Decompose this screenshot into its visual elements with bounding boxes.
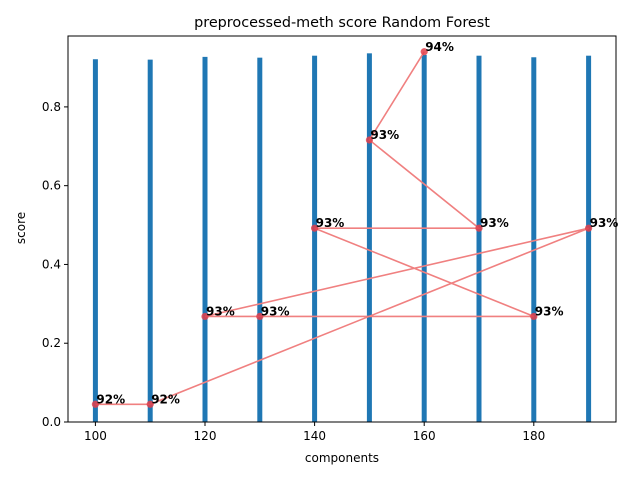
- bar: [366, 53, 372, 422]
- data-label: 93%: [480, 216, 509, 230]
- x-tick-label: 180: [522, 429, 545, 443]
- score-point: [201, 312, 209, 321]
- data-label: 93%: [370, 128, 399, 142]
- data-label: 93%: [316, 216, 345, 230]
- y-tick-label: 0.6: [42, 179, 61, 193]
- x-tick-label: 140: [303, 429, 326, 443]
- data-labels-layer: 92% 92% 93% 93% 93% 93% 93% 93% 93% 94%: [96, 40, 618, 407]
- x-tick-label: 100: [84, 429, 107, 443]
- y-tick-label: 0.4: [42, 257, 61, 271]
- data-label: 92%: [96, 392, 125, 406]
- data-label: 93%: [535, 304, 564, 318]
- data-label: 92%: [151, 392, 180, 406]
- bar: [586, 55, 592, 422]
- y-tick-label: 0.0: [42, 415, 61, 429]
- bar: [476, 55, 482, 422]
- score-point: [146, 400, 154, 408]
- bar: [92, 59, 98, 423]
- axes-layer: 100 120 140 160 180 0.0 0.2 0.4 0.6 0.8: [42, 35, 617, 443]
- bar: [147, 59, 153, 422]
- data-label: 93%: [590, 216, 619, 230]
- x-axis-title: components: [305, 451, 379, 465]
- chart-title: preprocessed-meth score Random Forest: [194, 15, 490, 31]
- score-point: [365, 136, 373, 144]
- x-tick-label: 120: [194, 429, 217, 443]
- x-tick-label: 160: [413, 429, 436, 443]
- bar: [421, 54, 427, 422]
- bar: [531, 57, 537, 423]
- bars-layer: [92, 53, 592, 423]
- score-point: [585, 224, 593, 232]
- score-point: [475, 224, 483, 232]
- score-point: [311, 224, 319, 232]
- y-tick-label: 0.8: [42, 100, 61, 114]
- data-label: 93%: [261, 304, 290, 318]
- y-axis-title: score: [14, 212, 28, 244]
- score-point: [420, 48, 428, 56]
- score-point: [91, 400, 99, 408]
- data-label: 94%: [425, 40, 454, 54]
- plot-frame: [67, 35, 617, 423]
- score-point: [530, 312, 538, 321]
- data-label: 93%: [206, 304, 235, 318]
- y-tick-label: 0.2: [42, 336, 61, 350]
- bar: [257, 57, 263, 422]
- score-line: [95, 51, 589, 406]
- bar: [202, 56, 208, 422]
- bar: [312, 55, 318, 422]
- score-line-layer: [91, 48, 593, 408]
- score-point: [256, 312, 264, 321]
